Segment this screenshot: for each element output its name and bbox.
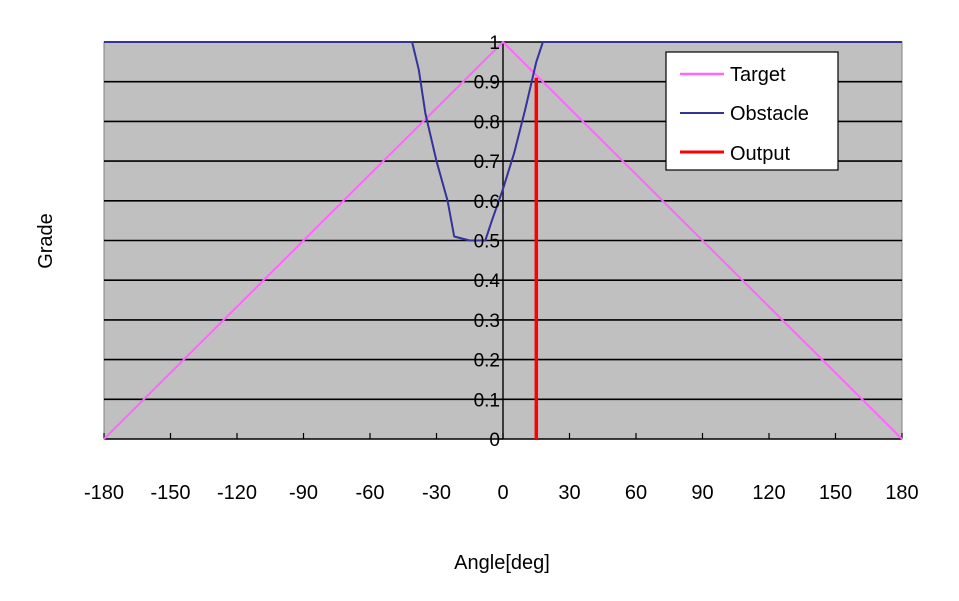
series-lines xyxy=(103,41,903,440)
x-tick-label-2: -120 xyxy=(217,482,257,504)
x-tick-label-6: 0 xyxy=(497,482,508,504)
x-axis-title: Angle[deg] xyxy=(454,552,550,574)
y-tick-label-5: 0.5 xyxy=(474,232,500,253)
x-tick-label-11: 150 xyxy=(819,482,852,504)
y-tick-label-0: 0 xyxy=(489,430,500,451)
x-tick-label-0: -180 xyxy=(84,482,124,504)
x-tick-label-7: 30 xyxy=(558,482,580,504)
y-tick-label-4: 0.4 xyxy=(474,271,501,292)
x-tick-label-3: -90 xyxy=(289,482,318,504)
legend-label-target: Target xyxy=(730,64,786,86)
y-tick-label-9: 0.9 xyxy=(474,73,500,94)
legend-box xyxy=(665,51,839,171)
legend-label-output: Output xyxy=(730,143,790,165)
series-line-target xyxy=(103,41,903,440)
x-tick-label-1: -150 xyxy=(150,482,190,504)
x-tick-label-5: -30 xyxy=(422,482,451,504)
x-tick-label-12: 180 xyxy=(885,482,918,504)
axes xyxy=(103,41,903,440)
x-tick-labels: -180 -150 -120 -90 -60 -30 0 30 60 90 120 150 180 xyxy=(84,482,919,504)
y-tick-labels: 0 0.1 0.2 0.3 0.4 0.5 0.6 0.7 0.8 0.9 1 xyxy=(474,33,501,451)
y-tick-label-10: 1 xyxy=(489,33,500,54)
legend: Target Obstacle Output xyxy=(665,51,839,171)
y-tick-label-2: 0.2 xyxy=(474,351,500,372)
y-tick-label-7: 0.7 xyxy=(474,152,500,173)
y-tick-label-1: 0.1 xyxy=(474,390,500,411)
x-tick-label-4: -60 xyxy=(356,482,385,504)
y-tick-label-3: 0.3 xyxy=(474,311,500,332)
x-tick-label-9: 90 xyxy=(691,482,713,504)
legend-label-obstacle: Obstacle xyxy=(730,103,809,125)
x-tick-label-10: 120 xyxy=(752,482,785,504)
y-tick-label-8: 0.8 xyxy=(474,112,500,133)
series-line-obstacle xyxy=(104,41,902,242)
y-tick-label-6: 0.6 xyxy=(474,192,500,213)
y-axis-title: Grade xyxy=(35,213,57,269)
x-tick-label-8: 60 xyxy=(625,482,647,504)
